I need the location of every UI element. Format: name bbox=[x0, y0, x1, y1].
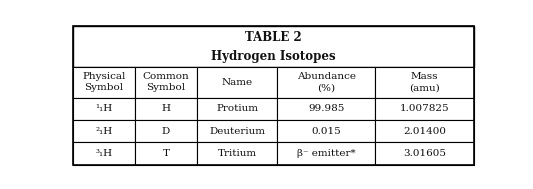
Text: Abundance
(%): Abundance (%) bbox=[297, 72, 356, 92]
Bar bbox=[197, 142, 277, 165]
Bar bbox=[73, 67, 135, 98]
Text: H: H bbox=[161, 104, 171, 113]
Text: D: D bbox=[162, 127, 170, 136]
Text: 99.985: 99.985 bbox=[308, 104, 344, 113]
Text: Physical
Symbol: Physical Symbol bbox=[82, 72, 126, 92]
Bar bbox=[375, 120, 473, 142]
Bar bbox=[375, 142, 473, 165]
Text: Name: Name bbox=[222, 78, 253, 87]
Text: Protium: Protium bbox=[216, 104, 258, 113]
Text: Mass
(amu): Mass (amu) bbox=[409, 72, 440, 92]
Text: Tritium: Tritium bbox=[217, 149, 257, 158]
Bar bbox=[277, 120, 375, 142]
Bar bbox=[277, 98, 375, 120]
Text: Hydrogen Isotopes: Hydrogen Isotopes bbox=[211, 50, 335, 63]
Bar bbox=[375, 98, 473, 120]
Text: 0.015: 0.015 bbox=[311, 127, 341, 136]
Text: TABLE 2: TABLE 2 bbox=[245, 32, 302, 44]
Text: β⁻ emitter*: β⁻ emitter* bbox=[297, 149, 356, 158]
Bar bbox=[197, 98, 277, 120]
Text: Common
Symbol: Common Symbol bbox=[143, 72, 189, 92]
Bar bbox=[73, 142, 135, 165]
Text: 1.007825: 1.007825 bbox=[400, 104, 449, 113]
Bar bbox=[135, 67, 197, 98]
Bar bbox=[197, 67, 277, 98]
Bar bbox=[277, 67, 375, 98]
Text: ¹₁H: ¹₁H bbox=[95, 104, 112, 113]
Text: 2.01400: 2.01400 bbox=[403, 127, 446, 136]
Bar bbox=[277, 142, 375, 165]
Bar bbox=[135, 120, 197, 142]
Bar bbox=[197, 120, 277, 142]
Bar bbox=[73, 98, 135, 120]
Bar bbox=[135, 142, 197, 165]
Bar bbox=[135, 98, 197, 120]
Bar bbox=[73, 120, 135, 142]
Text: 3.01605: 3.01605 bbox=[403, 149, 446, 158]
Text: T: T bbox=[163, 149, 169, 158]
Text: Deuterium: Deuterium bbox=[209, 127, 265, 136]
Bar bbox=[73, 26, 473, 67]
Text: ²₁H: ²₁H bbox=[95, 127, 112, 136]
Text: ³₁H: ³₁H bbox=[95, 149, 112, 158]
Bar bbox=[375, 67, 473, 98]
